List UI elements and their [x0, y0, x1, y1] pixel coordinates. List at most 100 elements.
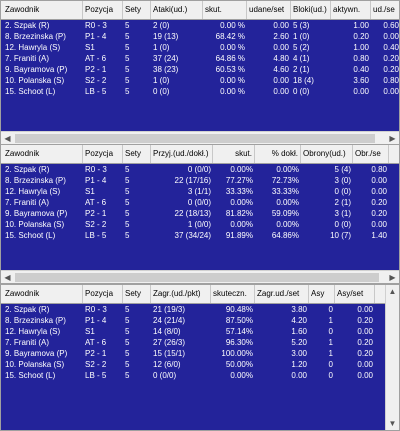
cell-effectiveness: 0.00% — [230, 371, 253, 380]
col-header-player[interactable]: Zawodnik — [3, 285, 83, 303]
cell-activity: 1.00 — [353, 43, 369, 52]
cell-effectiveness: 0.00 % — [220, 43, 245, 52]
col-header-effectiveness[interactable]: skut. — [203, 1, 247, 19]
arrow-up-icon[interactable]: ▲ — [388, 287, 397, 296]
col-header-sets[interactable]: Sety — [123, 145, 151, 163]
col-header-receptions[interactable]: Przyj.(ud./dokł.) — [151, 145, 213, 163]
table-row[interactable]: 10. Polanska (S) S2 - 2 5 1 (0/0) 0.00% … — [3, 219, 399, 230]
col-header-attacks[interactable]: Ataki(ud.) — [151, 1, 203, 19]
cell-sets: 5 — [125, 187, 130, 196]
table-row[interactable]: 2. Szpak (R) R0 - 3 5 2 (0) 0.00 % 0.00 … — [3, 20, 399, 31]
horizontal-scrollbar[interactable]: ◀ ▶ — [1, 131, 399, 144]
col-header-position[interactable]: Pozycja — [83, 285, 123, 303]
col-header-sets[interactable]: Sety — [123, 285, 151, 303]
cell-serves: 24 (21/4) — [153, 316, 186, 325]
col-header-serves-per-set[interactable]: Zagr.ud./set — [255, 285, 309, 303]
col-header-effectiveness[interactable]: skuteczn. — [211, 285, 255, 303]
cell-activity: 0.80 — [353, 54, 369, 63]
cell-defenses-per-set: 0.00 — [371, 187, 387, 196]
cell-attacks: 38 (23) — [153, 65, 179, 74]
table-row[interactable]: 15. Schoot (L) LB - 5 5 37 (34/24) 91.89… — [3, 230, 399, 241]
cell-accuracy: 64.86% — [271, 231, 299, 240]
col-header-sets[interactable]: Sety — [123, 1, 151, 19]
arrow-down-icon[interactable]: ▼ — [388, 419, 397, 428]
table-row[interactable]: 10. Polanska (S) S2 - 2 5 1 (0) 0.00 % 0… — [3, 75, 399, 86]
cell-activity: 3.60 — [353, 76, 369, 85]
table-row[interactable]: 8. Brzezinska (P) P1 - 4 5 19 (13) 68.42… — [3, 31, 399, 42]
col-header-player[interactable]: Zawodnik — [3, 1, 83, 19]
table-row[interactable]: 8. Brzezinska (P) P1 - 4 5 22 (17/16) 77… — [3, 175, 399, 186]
cell-successful-per-set: 2.60 — [273, 32, 289, 41]
col-header-player[interactable]: Zawodnik — [3, 145, 83, 163]
cell-position: LB - 5 — [85, 231, 107, 240]
cell-blocks: 5 (3) — [293, 21, 310, 30]
cell-aces: 0 — [328, 305, 333, 314]
cell-activity: 1.00 — [353, 21, 369, 30]
col-header-aces-per-set[interactable]: Asy/set — [335, 285, 375, 303]
arrow-right-icon[interactable]: ▶ — [389, 273, 396, 282]
cell-per-set: 0.20 — [383, 54, 399, 63]
col-header-activity[interactable]: aktywn. — [331, 1, 371, 19]
cell-defenses: 3 (1) — [334, 209, 351, 218]
cell-serves-per-set: 3.00 — [291, 349, 307, 358]
col-header-blocks[interactable]: Bloki(ud.) — [291, 1, 331, 19]
col-header-position[interactable]: Pozycja — [83, 145, 123, 163]
cell-position: P1 - 4 — [85, 176, 107, 185]
scrollbar-thumb[interactable] — [15, 134, 375, 143]
cell-sets: 5 — [125, 65, 130, 74]
cell-player: 10. Polanska (S) — [5, 360, 65, 369]
col-header-aces[interactable]: Asy — [309, 285, 335, 303]
arrow-right-icon[interactable]: ▶ — [389, 134, 396, 143]
cell-serves-per-set: 5.20 — [291, 338, 307, 347]
table-row[interactable]: 15. Schoot (L) LB - 5 5 0 (0/0) 0.00% 0.… — [3, 370, 386, 381]
table-row[interactable]: 12. Hawryla (S) S1 5 14 (8/0) 57.14% 1.6… — [3, 326, 386, 337]
cell-accuracy: 0.00% — [276, 165, 299, 174]
cell-player: 9. Bayramova (P) — [5, 65, 68, 74]
table-row[interactable]: 7. Franiti (A) AT - 6 5 27 (26/3) 96.30%… — [3, 337, 386, 348]
serve-aces-panel: Zawodnik Pozycja Sety Zagr.(ud./pkt) sku… — [0, 284, 400, 431]
cell-per-set: 0.00 — [383, 32, 399, 41]
cell-successful-per-set: 0.00 — [273, 21, 289, 30]
scrollbar-thumb[interactable] — [15, 273, 379, 282]
table-row[interactable]: 2. Szpak (R) R0 - 3 5 21 (19/3) 90.48% 3… — [3, 304, 386, 315]
arrow-left-icon[interactable]: ◀ — [4, 134, 11, 143]
table-row[interactable]: 10. Polanska (S) S2 - 2 5 12 (6/0) 50.00… — [3, 359, 386, 370]
cell-serves-per-set: 1.60 — [291, 327, 307, 336]
col-header-accuracy[interactable]: % dokł. — [255, 145, 301, 163]
arrow-left-icon[interactable]: ◀ — [4, 273, 11, 282]
cell-serves: 0 (0/0) — [153, 371, 177, 380]
cell-aces-per-set: 0.00 — [357, 327, 373, 336]
vertical-scrollbar[interactable]: ▲ ▼ — [385, 285, 399, 430]
cell-effectiveness: 0.00% — [230, 220, 253, 229]
col-header-defenses-per-set[interactable]: Obr./se — [353, 145, 389, 163]
cell-sets: 5 — [125, 165, 130, 174]
serve-aces-grid: Zawodnik Pozycja Sety Zagr.(ud./pkt) sku… — [1, 285, 386, 381]
cell-receptions: 22 (18/13) — [174, 209, 211, 218]
grid-empty-area — [1, 96, 399, 131]
col-header-position[interactable]: Pozycja — [83, 1, 123, 19]
table-row[interactable]: 7. Franiti (A) AT - 6 5 0 (0/0) 0.00% 0.… — [3, 197, 399, 208]
cell-player: 12. Hawryla (S) — [5, 187, 61, 196]
cell-defenses: 2 (1) — [334, 198, 351, 207]
col-header-effectiveness[interactable]: skut. — [213, 145, 255, 163]
cell-effectiveness: 87.50% — [225, 316, 253, 325]
cell-serves: 14 (8/0) — [153, 327, 181, 336]
col-header-serves[interactable]: Zagr.(ud./pkt) — [151, 285, 211, 303]
cell-position: S1 — [85, 187, 95, 196]
table-row[interactable]: 9. Bayramova (P) P2 - 1 5 15 (15/1) 100.… — [3, 348, 386, 359]
cell-position: P2 - 1 — [85, 349, 107, 358]
col-header-defenses[interactable]: Obrony(ud.) — [301, 145, 353, 163]
table-row[interactable]: 8. Brzezinska (P) P1 - 4 5 24 (21/4) 87.… — [3, 315, 386, 326]
table-row[interactable]: 12. Hawryla (S) S1 5 3 (1/1) 33.33% 33.3… — [3, 186, 399, 197]
table-row[interactable]: 9. Bayramova (P) P2 - 1 5 38 (23) 60.53 … — [3, 64, 399, 75]
cell-activity: 0.00 — [353, 87, 369, 96]
horizontal-scrollbar[interactable]: ◀ ▶ — [1, 270, 399, 283]
table-row[interactable]: 9. Bayramova (P) P2 - 1 5 22 (18/13) 81.… — [3, 208, 399, 219]
table-row[interactable]: 7. Franiti (A) AT - 6 5 37 (24) 64.86 % … — [3, 53, 399, 64]
col-header-successful-per-set[interactable]: udane/set — [247, 1, 291, 19]
cell-attacks: 19 (13) — [153, 32, 179, 41]
table-row[interactable]: 12. Hawryla (S) S1 5 1 (0) 0.00 % 0.00 5… — [3, 42, 399, 53]
table-row[interactable]: 15. Schoot (L) LB - 5 5 0 (0) 0.00 % 0.0… — [3, 86, 399, 97]
col-header-per-set[interactable]: ud./se — [371, 1, 399, 19]
table-row[interactable]: 2. Szpak (R) R0 - 3 5 0 (0/0) 0.00% 0.00… — [3, 164, 399, 175]
